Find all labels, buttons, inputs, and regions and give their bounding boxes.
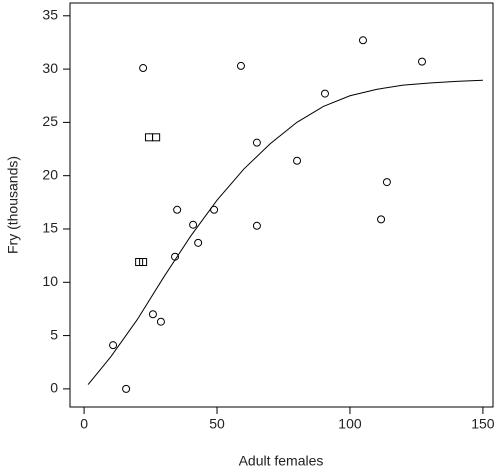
x-tick-label: 0 [80, 416, 88, 432]
point [320, 89, 329, 98]
point [358, 36, 367, 45]
point [109, 341, 118, 350]
square-point [152, 133, 161, 142]
square-point [139, 258, 148, 267]
x-tick-label: 150 [471, 416, 495, 432]
y-tick-label: 5 [50, 326, 58, 342]
point [156, 317, 165, 326]
x-axis-label: Adult females [239, 453, 324, 469]
x-tick-label: 100 [338, 416, 362, 432]
point [122, 384, 131, 393]
y-tick-label: 20 [42, 166, 58, 182]
y-tick-label: 0 [50, 380, 58, 396]
square-point [144, 133, 153, 142]
point [173, 205, 182, 214]
y-axis-label: Fry (thousands) [5, 156, 21, 254]
plot-frame [69, 2, 494, 408]
y-tick-label: 10 [42, 273, 58, 289]
fit-curve [87, 79, 483, 385]
point [139, 64, 148, 73]
point [252, 221, 261, 230]
y-tick-label: 15 [42, 220, 58, 236]
point [377, 215, 386, 224]
point [148, 310, 157, 319]
point [382, 178, 391, 187]
point [293, 156, 302, 165]
y-tick-label: 35 [42, 6, 58, 22]
point [189, 220, 198, 229]
point [194, 238, 203, 247]
x-tick-label: 50 [209, 416, 225, 432]
point [252, 138, 261, 147]
point [418, 57, 427, 66]
point [236, 61, 245, 70]
y-tick-label: 25 [42, 113, 58, 129]
y-tick-label: 30 [42, 60, 58, 76]
